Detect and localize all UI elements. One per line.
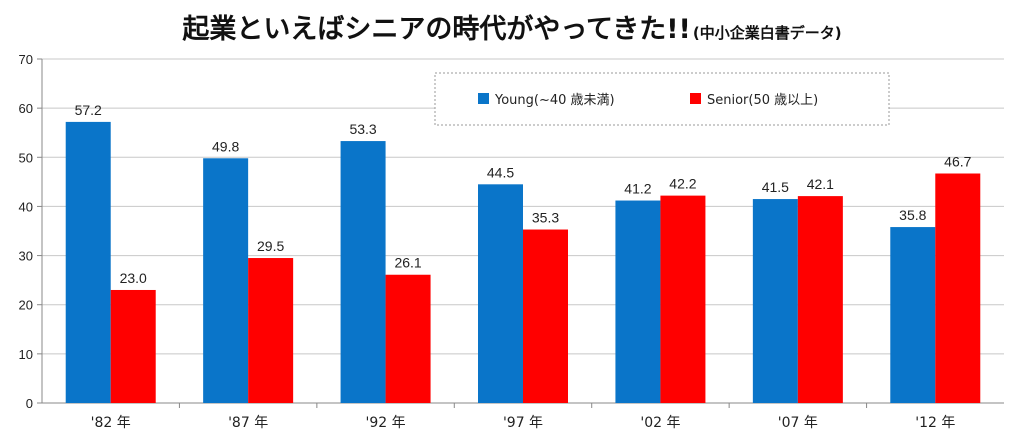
- y-tick-label: 70: [19, 52, 33, 67]
- bar-young: [890, 227, 936, 403]
- data-label: 42.2: [669, 176, 696, 192]
- y-tick-label: 10: [19, 347, 33, 362]
- bar-senior: [110, 289, 156, 403]
- data-label: 42.1: [807, 176, 834, 192]
- data-label: 46.7: [944, 154, 971, 170]
- x-tick-label: '12 年: [915, 415, 955, 431]
- legend-swatch-senior: [690, 93, 701, 104]
- data-label: 41.2: [624, 181, 651, 197]
- bar-senior: [660, 195, 706, 403]
- x-axis: '82 年 '87 年 '92 年 '97 年 '02 年 '07 年 '12 年: [91, 403, 955, 431]
- x-tick-label: '07 年: [778, 415, 818, 431]
- data-label: 49.8: [212, 138, 239, 154]
- legend-swatch-young: [478, 93, 489, 104]
- y-tick-label: 30: [19, 249, 33, 264]
- bar-senior: [385, 274, 431, 403]
- x-tick-label: '82 年: [91, 415, 131, 431]
- data-label: 29.5: [257, 238, 284, 254]
- x-tick-label: '87 年: [228, 415, 268, 431]
- data-label: 26.1: [394, 255, 421, 271]
- bar-senior: [523, 229, 568, 403]
- data-label: 53.3: [349, 121, 376, 137]
- y-tick-label: 0: [26, 396, 33, 411]
- y-tick-label: 60: [19, 101, 33, 116]
- y-tick-label: 50: [19, 150, 33, 165]
- bar-young: [340, 141, 386, 403]
- data-label: 41.5: [762, 179, 789, 195]
- bar-senior: [797, 196, 843, 403]
- legend-label-young: Young(~40 歳未満): [494, 93, 615, 108]
- data-label: 23.0: [120, 270, 147, 286]
- bars: 57.2 23.0 49.8 29.5 53.3 26.1 44.5 35.3 41.2 42.2…: [65, 102, 981, 403]
- y-tick-label: 40: [19, 199, 33, 214]
- legend-box: [434, 72, 890, 126]
- y-tick-label: 20: [19, 298, 33, 313]
- bar-senior: [248, 258, 294, 403]
- chart-title: 起業といえばシニアの時代がやってきた!! (中小企業白書データ): [182, 13, 841, 45]
- x-tick-label: '97 年: [503, 415, 543, 431]
- chart-title-main: 起業といえばシニアの時代がやってきた!!: [182, 13, 690, 45]
- x-tick-label: '02 年: [640, 415, 680, 431]
- bar-young: [65, 121, 111, 403]
- data-label: 44.5: [487, 164, 514, 180]
- data-label: 35.3: [532, 210, 559, 226]
- legend-label-senior: Senior(50 歳以上): [707, 93, 818, 108]
- bar-young: [478, 184, 523, 403]
- data-label: 35.8: [899, 207, 926, 223]
- y-axis: 0 10 20 30 40 50 60 70: [19, 52, 43, 411]
- x-tick-label: '92 年: [366, 415, 406, 431]
- bar-young: [752, 199, 798, 403]
- bar-young: [615, 200, 661, 403]
- legend: Young(~40 歳未満) Senior(50 歳以上): [434, 72, 890, 126]
- chart-subtitle: (中小企業白書データ): [693, 24, 842, 42]
- bar-senior: [935, 173, 981, 403]
- bar-young: [203, 158, 249, 403]
- data-label: 57.2: [75, 102, 102, 118]
